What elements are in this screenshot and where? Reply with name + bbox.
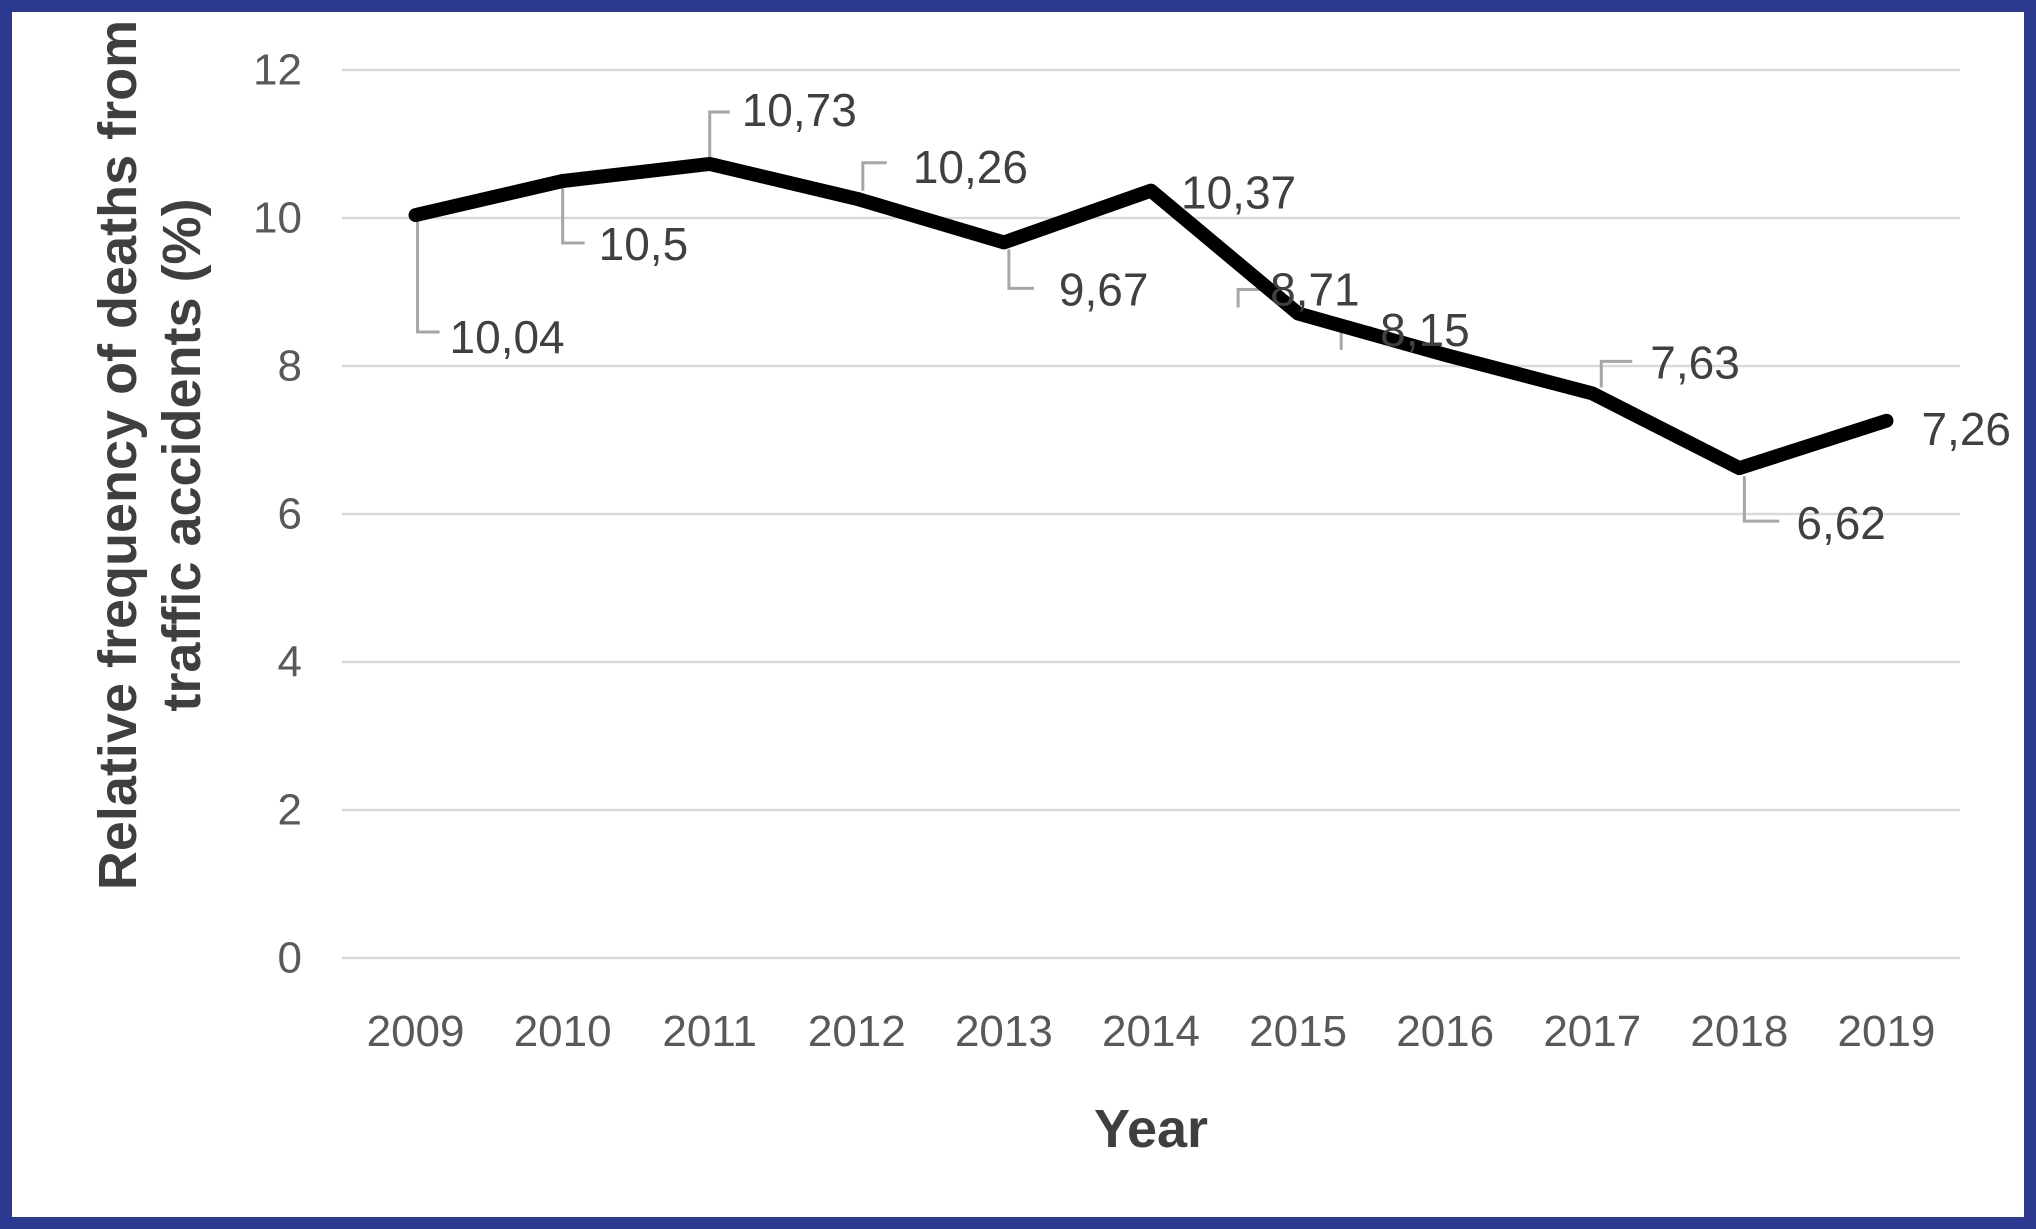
data-label-leader-line [416,221,440,334]
y-tick-label: 8 [278,342,302,391]
data-point-label: 10,04 [450,311,565,363]
x-tick-label: 2014 [1102,1007,1200,1056]
data-point-label: 6,62 [1796,497,1886,549]
x-tick-label: 2019 [1838,1007,1936,1056]
data-point-label: 9,67 [1059,263,1149,315]
x-axis-title: Year [1093,1099,1209,1159]
data-point-label: 7,26 [1921,403,2011,455]
y-tick-label: 2 [278,786,302,835]
data-point-label: 10,73 [742,84,857,136]
x-tick-label: 2016 [1396,1007,1494,1056]
x-tick-label: 2011 [662,1007,757,1056]
x-tick-label: 2017 [1543,1007,1641,1056]
y-axis-title-line-2: traffic accidents (%) [152,198,212,712]
data-label-leader-line [1599,359,1633,388]
data-label-leader-line [708,110,730,157]
data-label-leader-line [1007,249,1034,290]
x-tick-label: 2009 [367,1007,465,1056]
data-point-label: 8,71 [1270,263,1360,315]
y-tick-label: 0 [278,934,302,983]
data-label-leader-line [1236,287,1263,308]
y-tick-label: 12 [253,46,302,95]
data-point-label: 10,37 [1181,167,1296,219]
y-tick-label: 6 [278,490,302,539]
y-axis-title-line-1: Relative frequency of deaths from [88,19,148,891]
y-axis-title: Relative frequency of deaths from traffi… [86,0,214,915]
x-tick-label: 2018 [1690,1007,1788,1056]
data-label-leader-line [861,161,887,191]
x-tick-label: 2013 [955,1007,1053,1056]
data-point-label: 7,63 [1650,336,1740,388]
data-series-line [408,156,1894,476]
y-tick-label: 4 [278,638,302,687]
x-tick-label: 2010 [514,1007,612,1056]
x-tick-label: 2015 [1249,1007,1347,1056]
data-label-leader-line [561,188,585,245]
x-tick-label: 2012 [808,1007,906,1056]
data-point-label: 10,26 [913,141,1028,193]
data-label-leader-line [1742,476,1780,523]
y-tick-label: 10 [253,194,302,243]
data-point-label: 10,5 [599,218,689,270]
data-point-label: 8,15 [1380,304,1470,356]
